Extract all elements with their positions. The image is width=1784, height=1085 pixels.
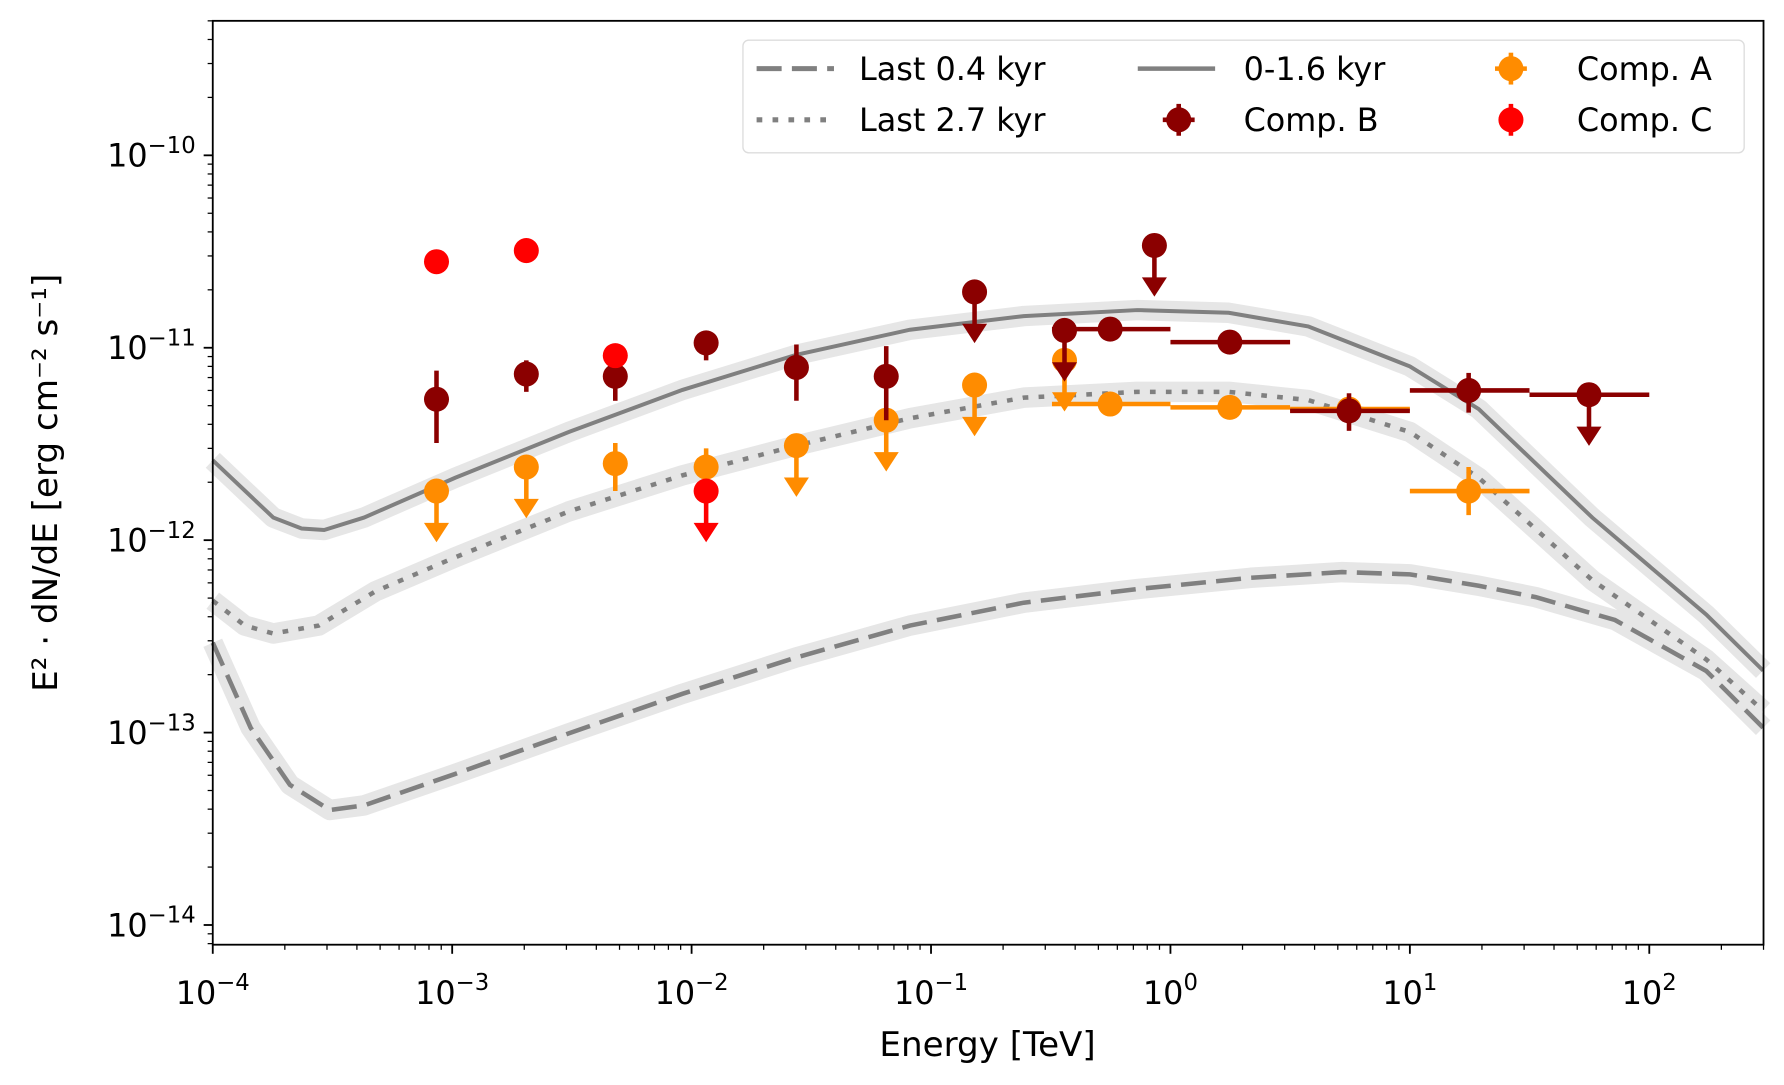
data-point-comp-b-marker xyxy=(1576,382,1602,408)
legend-label: Last 0.4 kyr xyxy=(859,50,1046,88)
data-point-comp-a-marker xyxy=(693,454,719,480)
x-tick-label: 102 xyxy=(1622,970,1677,1012)
axis-ticks: 10−4 10−3 10−2 10−1 100 101 102 10−10 10−11 10−12… xyxy=(107,20,1765,1012)
data-point-comp-a-ul-arrow xyxy=(783,477,809,497)
data-point-comp-b-ul-arrow xyxy=(962,323,988,344)
data-point-comp-a-marker xyxy=(1456,478,1482,504)
data-point-comp-b-marker xyxy=(1097,316,1123,342)
data-point-comp-a-marker xyxy=(423,478,450,504)
data-point-comp-c-marker xyxy=(513,238,539,264)
model-curve-dotted xyxy=(211,389,1765,713)
y-tick-label: 10−14 xyxy=(107,903,196,945)
model-band-1 xyxy=(206,381,1771,719)
model-curves xyxy=(210,308,1765,813)
data-point-comp-c-ul-arrow xyxy=(693,522,719,543)
data-point-comp-a-marker xyxy=(513,454,539,480)
y-tick-label: 10−12 xyxy=(107,518,196,560)
data-point-comp-a-ul-arrow xyxy=(423,522,450,543)
x-tick-label: 10−2 xyxy=(655,970,729,1012)
x-tick-label: 101 xyxy=(1382,970,1437,1012)
data-point-comp-a-ul-arrow xyxy=(513,498,539,519)
data-point-comp-b-marker xyxy=(602,363,628,389)
data-point-comp-b-marker xyxy=(1456,377,1482,403)
legend-marker xyxy=(1498,56,1524,82)
y-tick-label: 10−10 xyxy=(107,133,196,175)
x-tick-label: 10−3 xyxy=(415,970,489,1012)
x-tick-label: 10−4 xyxy=(176,970,250,1012)
data-point-comp-a-ul-arrow xyxy=(962,416,988,437)
data-point-comp-b-ul-arrow xyxy=(1051,362,1078,382)
data-point-comp-a-marker xyxy=(783,433,809,459)
model-curve-dashed xyxy=(210,569,1765,813)
data-point-comp-b-marker xyxy=(873,363,899,389)
data-point-comp-b-marker xyxy=(513,361,539,387)
data-point-comp-a-marker xyxy=(962,372,988,398)
data-point-comp-b-marker xyxy=(783,354,809,380)
legend-marker xyxy=(1498,107,1524,133)
data-point-comp-b-marker xyxy=(962,279,988,305)
model-curve-solid xyxy=(211,308,1765,673)
y-tick-label: 10−13 xyxy=(107,710,196,752)
legend-label: Comp. B xyxy=(1244,101,1379,139)
data-point-comp-b-marker xyxy=(693,330,719,356)
data-point-comp-a-marker xyxy=(1097,391,1123,417)
data-point-comp-b-marker xyxy=(1141,232,1167,258)
legend-marker xyxy=(1166,107,1192,133)
data-points xyxy=(423,232,1650,543)
x-tick-label: 10−1 xyxy=(894,970,968,1012)
data-point-comp-b-marker xyxy=(423,386,450,412)
legend-label: 0-1.6 kyr xyxy=(1244,50,1387,88)
data-point-comp-c-marker xyxy=(693,478,719,504)
legend-label: Last 2.7 kyr xyxy=(859,101,1046,139)
y-tick-label: 10−11 xyxy=(107,325,196,367)
y-axis-label: E² · dN/dE [erg cm⁻² s⁻¹] xyxy=(26,274,66,692)
data-point-comp-b-marker xyxy=(1217,329,1243,355)
x-axis-label: Energy [TeV] xyxy=(879,1025,1095,1065)
data-point-comp-b-ul-arrow xyxy=(1141,277,1167,297)
data-point-comp-a-marker xyxy=(602,451,628,477)
x-tick-label: 100 xyxy=(1143,970,1198,1012)
data-point-comp-a-marker xyxy=(1217,394,1243,420)
legend-label: Comp. C xyxy=(1577,101,1712,139)
legend-label: Comp. A xyxy=(1577,50,1712,88)
data-point-comp-b-ul-arrow xyxy=(1576,426,1602,446)
data-point-comp-b-marker xyxy=(1336,398,1362,424)
data-point-comp-a-ul-arrow xyxy=(873,452,899,472)
data-point-comp-c-marker xyxy=(602,343,628,369)
legend-box xyxy=(742,39,1745,154)
data-point-comp-c-marker xyxy=(423,249,450,275)
legend: Last 0.4 kyr Last 2.7 kyr 0-1.6 kyr Comp. B… xyxy=(742,39,1745,154)
